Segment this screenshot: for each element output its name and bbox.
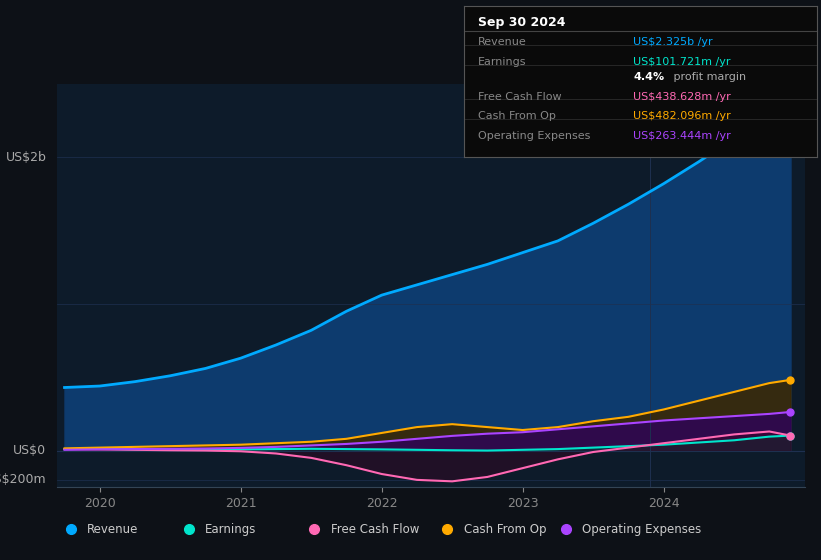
Text: US$263.444m /yr: US$263.444m /yr (633, 131, 731, 141)
Text: US$482.096m /yr: US$482.096m /yr (633, 111, 731, 122)
Text: US$101.721m /yr: US$101.721m /yr (633, 57, 731, 67)
Text: -US$200m: -US$200m (0, 473, 46, 487)
Text: Cash From Op: Cash From Op (464, 522, 546, 536)
Text: US$2b: US$2b (6, 151, 46, 164)
Text: US$0: US$0 (13, 444, 46, 457)
Text: Free Cash Flow: Free Cash Flow (331, 522, 419, 536)
Text: profit margin: profit margin (671, 72, 746, 82)
Text: Earnings: Earnings (205, 522, 256, 536)
Text: Revenue: Revenue (87, 522, 138, 536)
Text: Operating Expenses: Operating Expenses (478, 131, 590, 141)
Text: Earnings: Earnings (478, 57, 526, 67)
Text: Sep 30 2024: Sep 30 2024 (478, 16, 566, 29)
Text: US$438.628m /yr: US$438.628m /yr (633, 92, 731, 102)
Text: 4.4%: 4.4% (633, 72, 664, 82)
Text: Cash From Op: Cash From Op (478, 111, 556, 122)
Text: Revenue: Revenue (478, 38, 527, 48)
Text: US$2.325b /yr: US$2.325b /yr (633, 38, 713, 48)
Text: Operating Expenses: Operating Expenses (582, 522, 701, 536)
Text: Free Cash Flow: Free Cash Flow (478, 92, 562, 102)
